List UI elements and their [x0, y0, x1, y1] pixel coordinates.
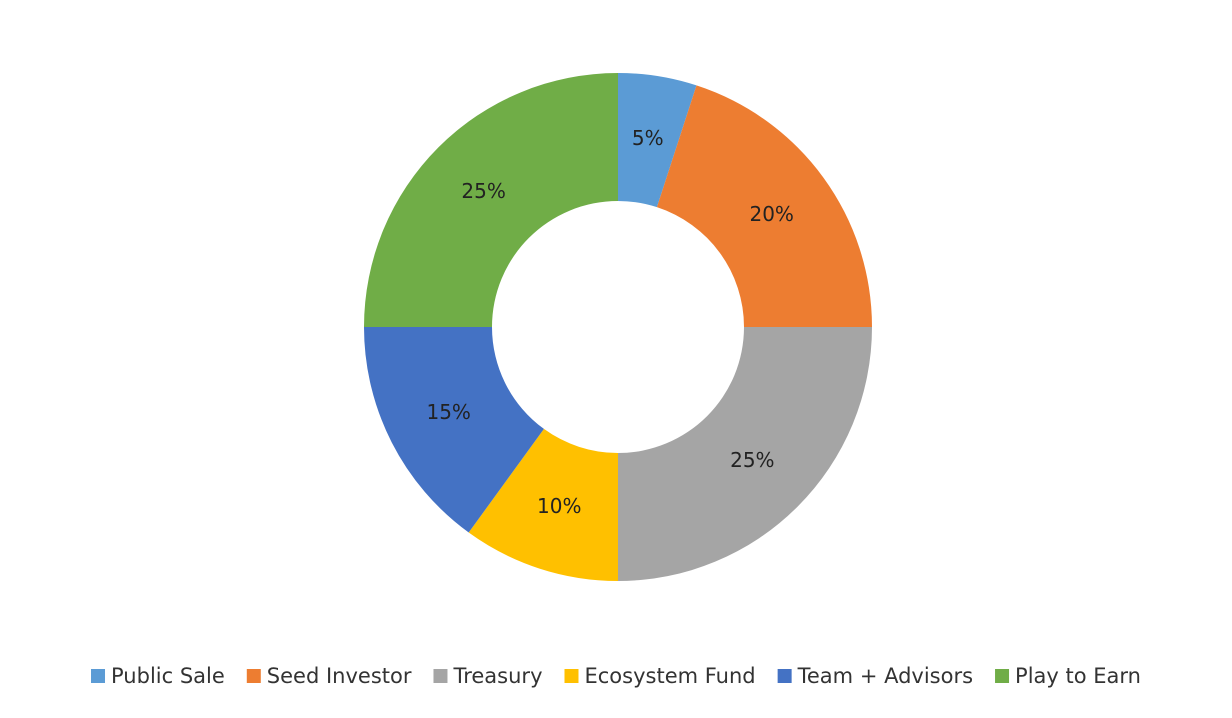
legend: Public Sale Seed Investor Treasury Ecosyste…: [91, 664, 1141, 688]
legend-label: Public Sale: [111, 664, 225, 688]
legend-label: Team + Advisors: [797, 664, 973, 688]
legend-swatch: [777, 669, 792, 683]
legend-label: Play to Earn: [1015, 664, 1141, 688]
donut-slice: [364, 73, 618, 327]
legend-label: Treasury: [452, 664, 542, 688]
donut-slice: [618, 327, 872, 581]
value-label: 5%: [632, 126, 664, 150]
value-label: 15%: [426, 400, 470, 424]
legend-swatch: [91, 669, 106, 683]
donut-slice: [364, 327, 544, 533]
value-label: 10%: [537, 494, 581, 518]
value-label: 25%: [461, 179, 505, 203]
donut-slice: [468, 428, 618, 581]
legend-label: Seed Investor: [267, 664, 412, 688]
legend-swatch: [564, 669, 579, 683]
legend-label: Ecosystem Fund: [584, 664, 755, 688]
legend-swatch: [995, 669, 1010, 683]
legend-swatch: [433, 669, 448, 683]
value-label: 25%: [730, 448, 774, 472]
legend-swatch: [246, 669, 261, 683]
donut-slice: [618, 73, 697, 208]
value-label: 20%: [749, 202, 793, 226]
donut-slice: [656, 85, 872, 328]
